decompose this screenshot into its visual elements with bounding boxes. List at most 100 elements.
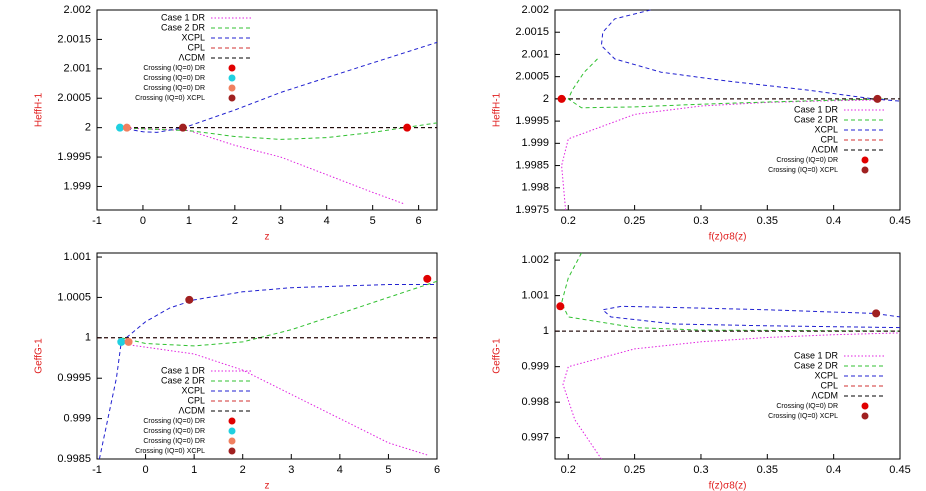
- legend-swatch: [228, 64, 236, 72]
- legend-swatch: [228, 74, 236, 82]
- series-line: [119, 41, 438, 133]
- plot-frame: [96, 9, 438, 211]
- y-axis-title: HeffH-1: [34, 92, 45, 127]
- y-tick-label: 2.001: [63, 63, 91, 75]
- legend-label: Crossing (IQ=0) XCPL: [135, 448, 205, 455]
- legend-label: Case 1 DR: [794, 104, 839, 114]
- x-axis-title: z: [265, 232, 270, 243]
- y-tick-label: 0.999: [63, 413, 91, 425]
- legend-label: CPL: [187, 395, 205, 405]
- crossing-point: [115, 123, 124, 132]
- y-tick-label: 1.999: [521, 137, 549, 149]
- y-tick-label: 0.997: [521, 432, 549, 444]
- legend-label: XCPL: [814, 124, 838, 134]
- y-tick-label: 2.002: [521, 4, 549, 16]
- crossing-point: [556, 302, 565, 311]
- legend-label: Crossing (IQ=0) DR: [143, 65, 205, 72]
- series-line: [119, 122, 438, 140]
- plot-frame: [96, 252, 438, 460]
- legend-label: XCPL: [181, 385, 205, 395]
- x-tick-label: 0: [143, 464, 149, 476]
- legend-label: Crossing (IQ=0) DR: [143, 85, 205, 92]
- y-tick-label: 2.0005: [515, 71, 549, 83]
- y-tick-label: 2: [85, 122, 91, 134]
- legend-label: Case 2 DR: [161, 22, 206, 32]
- y-axis-title: GeffG-1: [492, 338, 503, 374]
- legend-label: Crossing (IQ=0) DR: [143, 438, 205, 445]
- legend-swatch: [228, 447, 236, 455]
- series-line: [601, 305, 901, 329]
- legend-swatch: [861, 402, 869, 410]
- legend-swatch: [228, 437, 236, 445]
- series-line: [98, 284, 437, 460]
- x-tick-label: -1: [92, 464, 102, 476]
- crossing-point: [873, 94, 882, 103]
- legend-label: XCPL: [181, 32, 205, 42]
- x-tick-label: 0.35: [757, 215, 778, 227]
- y-tick-label: 1.001: [63, 251, 91, 263]
- legend-label: Crossing (IQ=0) DR: [776, 157, 838, 164]
- y-tick-label: 2.0015: [57, 33, 91, 45]
- y-tick-label: 1.001: [521, 290, 549, 302]
- legend-swatch: [861, 166, 869, 174]
- legend-label: Case 2 DR: [794, 360, 839, 370]
- x-tick-label: 3: [278, 215, 284, 227]
- y-tick-label: 2: [543, 93, 549, 105]
- crossing-point: [185, 295, 194, 304]
- legend-label: Crossing (IQ=0) DR: [143, 418, 205, 425]
- y-tick-label: 1.0005: [57, 291, 91, 303]
- y-tick-label: 2.0015: [515, 26, 549, 38]
- legend-label: Case 1 DR: [161, 365, 206, 375]
- crossing-point: [557, 94, 566, 103]
- y-tick-label: 1.002: [521, 254, 549, 266]
- x-tick-label: 5: [370, 215, 376, 227]
- x-tick-label: 1: [186, 215, 192, 227]
- legend-label: CPL: [187, 42, 205, 52]
- x-tick-label: 2: [232, 215, 238, 227]
- x-tick-label: 2: [240, 464, 246, 476]
- x-tick-label: 0.25: [624, 464, 645, 476]
- series-line: [561, 99, 887, 211]
- y-tick-label: 1.9985: [515, 159, 549, 171]
- series-line: [567, 58, 887, 109]
- x-axis-title: z: [265, 481, 270, 491]
- crossing-point: [124, 337, 133, 346]
- x-tick-label: 0.2: [561, 464, 576, 476]
- legend-label: CPL: [820, 134, 838, 144]
- crossing-point: [423, 274, 432, 283]
- legend-label: Crossing (IQ=0) DR: [776, 403, 838, 410]
- x-axis-title: f(z)σ8(z): [709, 481, 747, 491]
- y-tick-label: 1.999: [63, 180, 91, 192]
- legend-label: ΛCDM: [178, 52, 205, 62]
- y-axis-title: HeffH-1: [492, 92, 503, 127]
- x-tick-label: 4: [324, 215, 330, 227]
- y-tick-label: 1.9995: [515, 115, 549, 127]
- x-tick-label: 4: [337, 464, 343, 476]
- legend-label: CPL: [820, 380, 838, 390]
- series-line: [120, 337, 428, 456]
- x-tick-label: 0: [140, 215, 146, 227]
- legend-swatch: [228, 427, 236, 435]
- x-tick-label: 1: [191, 464, 197, 476]
- y-tick-label: 2.001: [521, 48, 549, 60]
- x-tick-label: -1: [92, 215, 102, 227]
- y-tick-label: 0.998: [521, 396, 549, 408]
- x-tick-label: 5: [385, 464, 391, 476]
- y-tick-label: 1.998: [521, 182, 549, 194]
- x-tick-label: 0.35: [757, 464, 778, 476]
- legend-swatch: [228, 417, 236, 425]
- legend-label: Crossing (IQ=0) DR: [143, 75, 205, 82]
- series-line: [121, 280, 438, 347]
- x-tick-label: 0.2: [561, 215, 576, 227]
- y-tick-label: 2.002: [63, 4, 91, 16]
- y-axis-title: GeffG-1: [34, 338, 45, 374]
- legend-label: Crossing (IQ=0) XCPL: [768, 413, 838, 420]
- x-tick-label: 6: [416, 215, 422, 227]
- y-tick-label: 1: [85, 332, 91, 344]
- y-tick-label: 0.999: [521, 361, 549, 373]
- legend-swatch: [861, 412, 869, 420]
- crossing-point: [122, 123, 131, 132]
- y-tick-label: 0.9985: [57, 453, 91, 465]
- crossing-point: [872, 309, 881, 318]
- crossing-point: [403, 123, 412, 132]
